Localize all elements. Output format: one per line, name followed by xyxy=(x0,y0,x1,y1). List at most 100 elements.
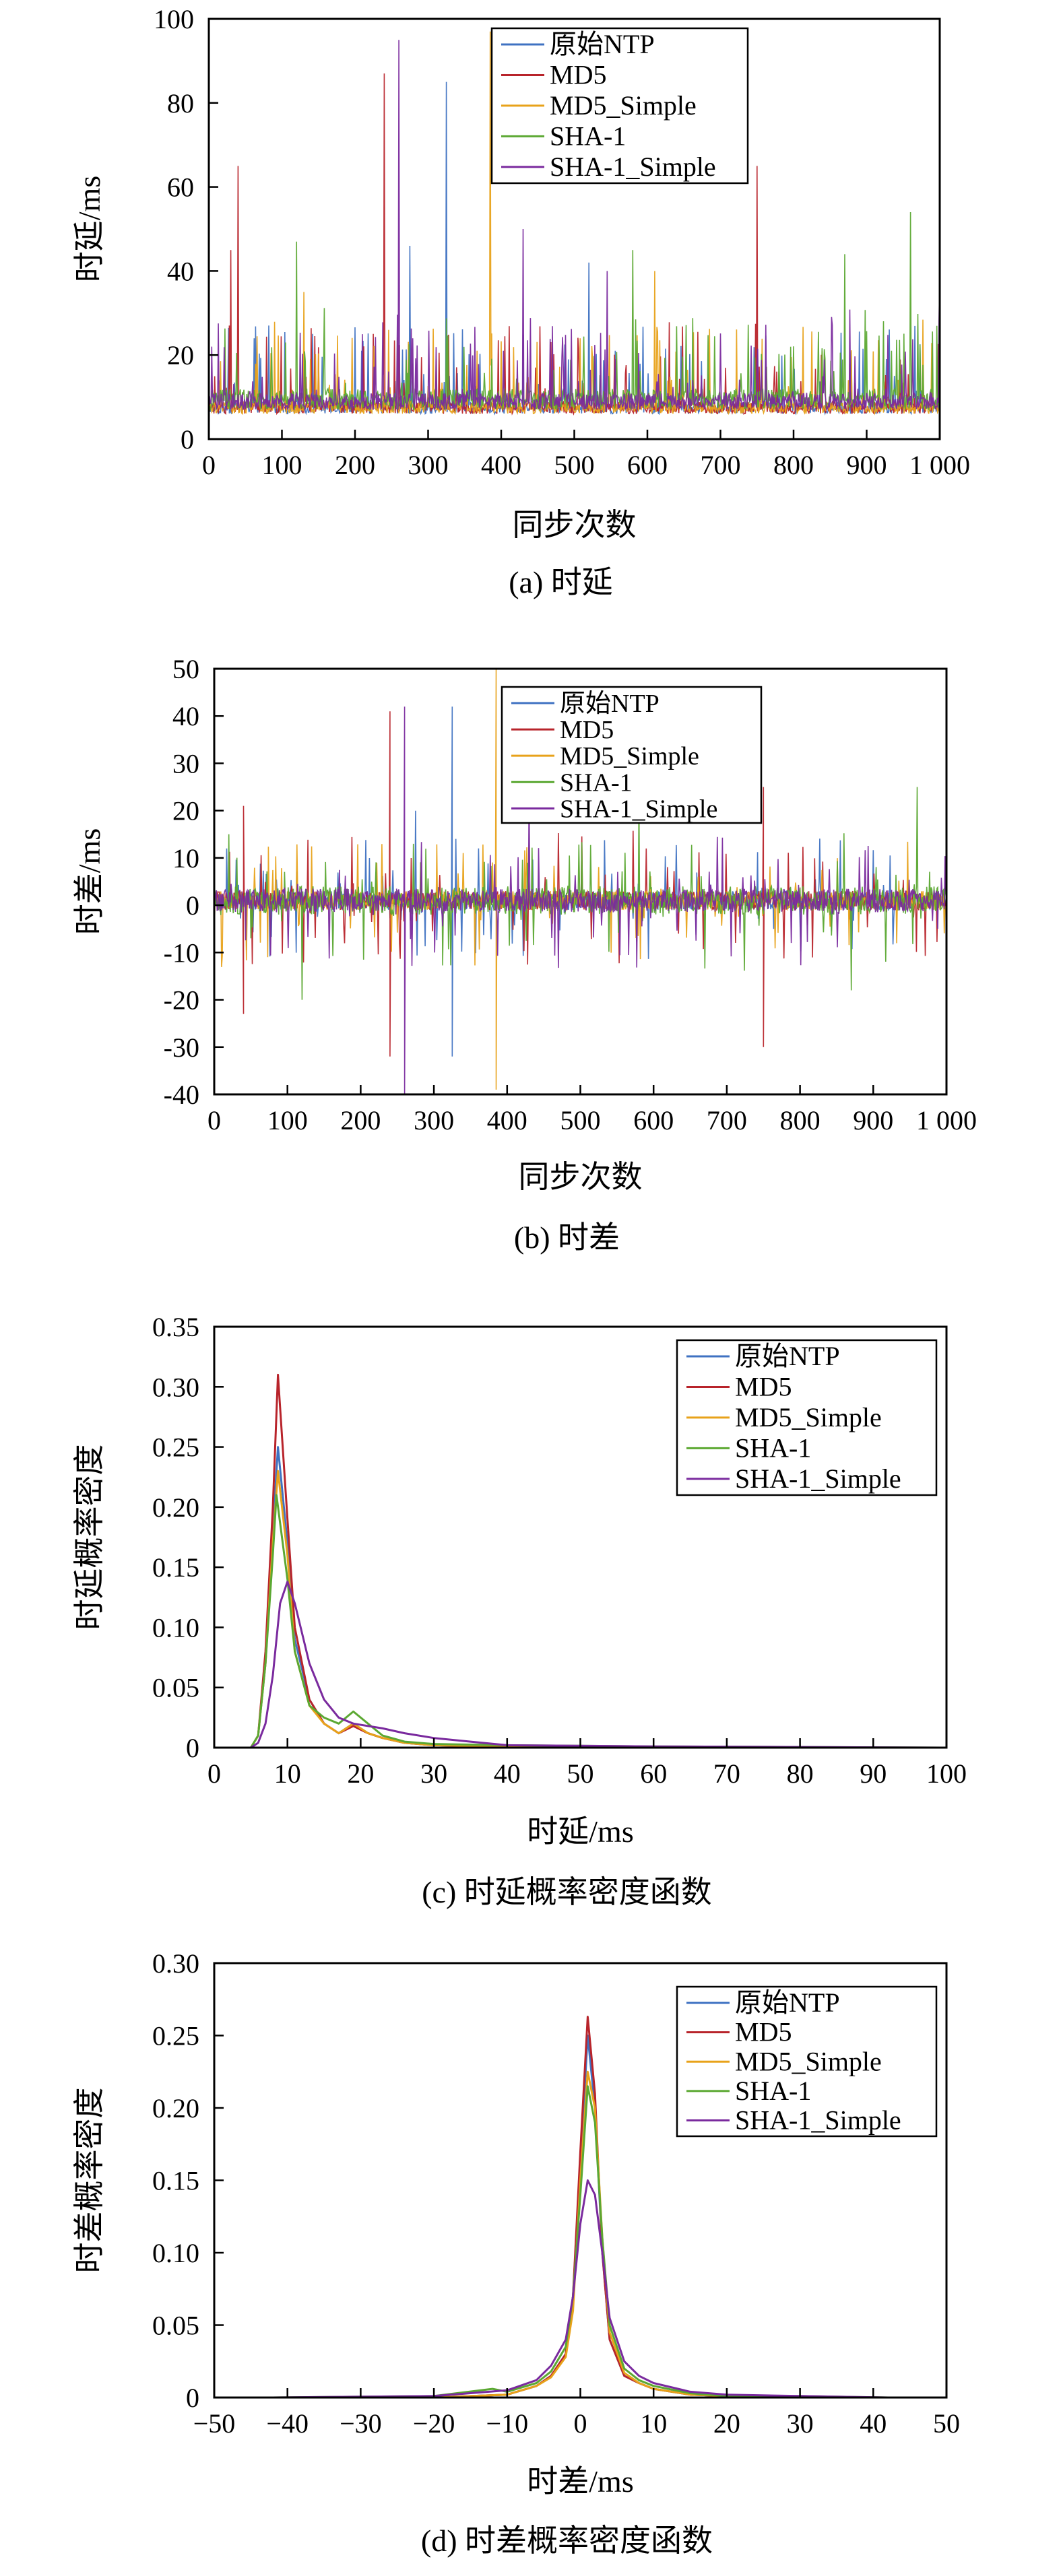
y-tick-label: 0.05 xyxy=(152,1673,199,1703)
y-tick-label: 0.10 xyxy=(152,1612,199,1643)
x-tick-label: 90 xyxy=(860,1758,887,1789)
y-axis-label: 时差概率密度 xyxy=(72,2088,106,2274)
x-tick-label: 300 xyxy=(414,1105,454,1135)
y-tick-label: 80 xyxy=(167,88,194,119)
figure-caption: (d) 时差概率密度函数 xyxy=(421,2523,713,2558)
legend-label: MD5_Simple xyxy=(560,742,699,770)
y-tick-label: 0.15 xyxy=(152,1552,199,1583)
chart-a: 0 100 200 300 400 500 600 700 800 900 1 000 0 20 40 60… xyxy=(72,4,970,599)
y-axis-label: 时差/ms xyxy=(72,828,106,935)
legend-label: SHA-1_Simple xyxy=(735,1463,901,1494)
legend-label: 原始NTP xyxy=(560,690,660,718)
y-tick-label: -40 xyxy=(164,1080,199,1110)
series-line xyxy=(272,2085,889,2398)
y-tick-label: 0.30 xyxy=(152,1372,199,1402)
legend-label: SHA-1 xyxy=(550,121,626,151)
y-tick-label: 40 xyxy=(172,701,199,731)
x-tick-label: 100 xyxy=(267,1105,308,1135)
x-axis-label: 时差/ms xyxy=(527,2464,633,2499)
x-tick-label: 800 xyxy=(773,450,814,480)
y-tick-label: -30 xyxy=(164,1032,199,1063)
legend-label: MD5 xyxy=(550,59,606,90)
x-tick-label: 600 xyxy=(633,1105,674,1135)
y-tick-label: 40 xyxy=(167,256,194,286)
x-tick-label: 10 xyxy=(640,2408,667,2439)
x-tick-label: 600 xyxy=(627,450,668,480)
series-line-sha-1-simple xyxy=(209,40,940,411)
chart-d: −50 −40 −30 −20 −10 0 10 20 30 40 50 0 0.05 0.10 0.15 0… xyxy=(72,1948,960,2558)
legend-label: SHA-1 xyxy=(560,768,633,797)
y-tick-label: 0.15 xyxy=(152,2166,199,2196)
x-tick-label: 70 xyxy=(713,1758,740,1789)
legend-label: SHA-1_Simple xyxy=(550,152,716,182)
y-tick-label: 0.35 xyxy=(152,1312,199,1342)
series-group xyxy=(272,2016,889,2398)
x-axis-label: 时延/ms xyxy=(527,1814,633,1849)
y-axis-label: 时延概率密度 xyxy=(72,1445,106,1630)
x-tick-label: 0 xyxy=(202,450,216,480)
series-group xyxy=(209,31,940,416)
chart-b: 0 100 200 300 400 500 600 700 800 900 1 000-40-30-… xyxy=(72,654,977,1255)
x-tick-label: −20 xyxy=(413,2408,455,2439)
legend-label: 原始NTP xyxy=(550,29,655,59)
y-tick-label: 0.25 xyxy=(152,1432,199,1463)
y-tick-label: 0 xyxy=(186,2383,199,2413)
x-tick-label: 40 xyxy=(494,1758,521,1789)
legend-label: MD5 xyxy=(560,716,614,744)
legend-label: MD5 xyxy=(735,2017,792,2047)
x-tick-label: 400 xyxy=(481,450,521,480)
y-tick-label: 60 xyxy=(167,172,194,203)
x-tick-label: 10 xyxy=(274,1758,301,1789)
x-tick-label: 100 xyxy=(262,450,302,480)
x-tick-label: 30 xyxy=(787,2408,814,2439)
figure-caption: (b) 时差 xyxy=(514,1220,620,1255)
x-tick-label: 60 xyxy=(640,1758,667,1789)
series-line xyxy=(236,1469,946,1748)
y-tick-label: 0 xyxy=(181,424,194,455)
x-tick-label: 800 xyxy=(780,1105,821,1135)
figure-caption: (a) 时延 xyxy=(509,565,613,599)
y-tick-label: 0.30 xyxy=(152,1948,199,1979)
legend-label: 原始NTP xyxy=(735,1987,840,2018)
x-tick-label: 0 xyxy=(207,1105,221,1135)
x-tick-label: 500 xyxy=(554,450,595,480)
y-tick-label: 20 xyxy=(167,340,194,370)
x-tick-label: −40 xyxy=(266,2408,309,2439)
y-tick-label: -10 xyxy=(164,937,199,968)
y-tick-label: 0.20 xyxy=(152,1492,199,1523)
x-tick-label: 40 xyxy=(860,2408,887,2439)
series-line xyxy=(236,1581,946,1748)
x-tick-label: 500 xyxy=(560,1105,601,1135)
x-tick-label: 1 000 xyxy=(916,1105,977,1135)
legend-label: 原始NTP xyxy=(735,1341,840,1371)
legend-label: MD5 xyxy=(735,1371,792,1401)
x-tick-label: 900 xyxy=(853,1105,893,1135)
x-tick-label: 20 xyxy=(713,2408,740,2439)
x-tick-label: −10 xyxy=(486,2408,529,2439)
legend-label: MD5_Simple xyxy=(735,1402,882,1432)
x-tick-label: 50 xyxy=(567,1758,594,1789)
y-tick-label: 0.05 xyxy=(152,2311,199,2341)
series-line-sha-1 xyxy=(209,211,940,411)
y-tick-label: 30 xyxy=(172,748,199,779)
y-tick-label: 50 xyxy=(172,654,199,684)
x-tick-label: 300 xyxy=(408,450,449,480)
legend-label: SHA-1_Simple xyxy=(560,795,717,823)
x-tick-label: 20 xyxy=(347,1758,374,1789)
series-group xyxy=(214,669,946,1094)
figure-caption: (c) 时延概率密度函数 xyxy=(422,1875,712,1909)
legend-box xyxy=(676,1985,938,2138)
chart-c: 0 10 20 30 40 50 60 70 80 90 100 0 0.05 0.10 0.15 0.20 0… xyxy=(72,1312,967,1909)
y-tick-label: 10 xyxy=(172,843,199,873)
y-tick-label: 0 xyxy=(186,890,199,921)
x-tick-label: 0 xyxy=(207,1758,221,1789)
x-axis-label: 同步次数 xyxy=(513,508,637,542)
y-tick-label: 0 xyxy=(186,1733,199,1763)
x-tick-label: 30 xyxy=(420,1758,447,1789)
x-tick-label: 1 000 xyxy=(909,450,970,480)
